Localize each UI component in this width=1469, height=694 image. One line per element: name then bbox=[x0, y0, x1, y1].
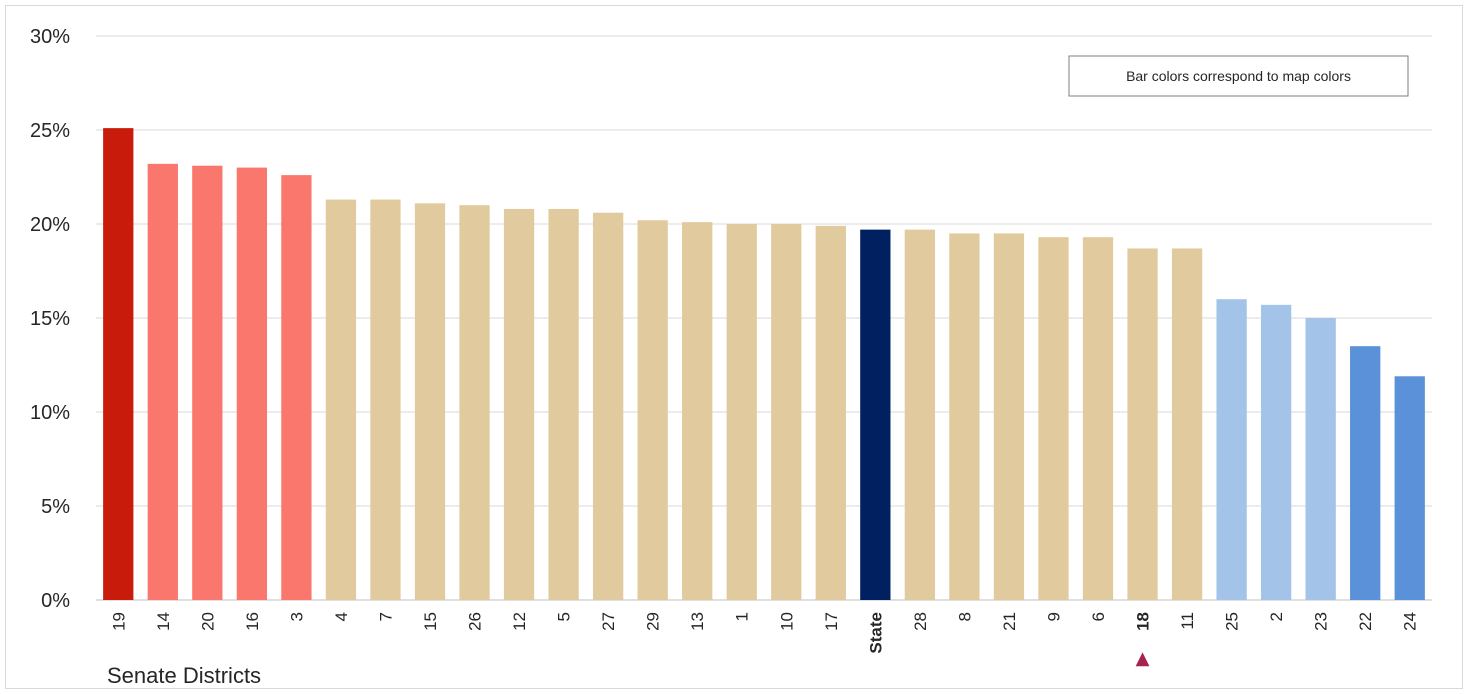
x-tick-label: 22 bbox=[1356, 612, 1375, 631]
bar-17 bbox=[815, 225, 846, 600]
x-tick-label: 28 bbox=[911, 612, 930, 631]
bar-2 bbox=[1260, 304, 1292, 600]
x-axis: 19 14 20 16 3 4 7 15 26 12 5 27 29 13 1 10 17 State 28 8 21 9… bbox=[109, 612, 1419, 669]
y-tick-label: 30% bbox=[30, 26, 70, 48]
x-tick-label: State bbox=[866, 612, 885, 654]
x-tick-label: 11 bbox=[1178, 612, 1197, 630]
x-tick-label: 16 bbox=[243, 612, 262, 631]
x-tick-label: 9 bbox=[1044, 612, 1063, 621]
bar-5 bbox=[548, 208, 579, 600]
bar-28 bbox=[904, 229, 936, 600]
bar-4 bbox=[325, 199, 357, 600]
bar-9 bbox=[1038, 237, 1069, 600]
gridlines bbox=[96, 35, 1432, 601]
x-tick-label: 24 bbox=[1401, 612, 1420, 631]
bar-24 bbox=[1394, 376, 1425, 600]
y-tick-label: 10% bbox=[30, 402, 70, 424]
bar-8 bbox=[949, 233, 980, 600]
x-tick-label: 26 bbox=[466, 612, 485, 631]
y-axis: 0% 5% 10% 15% 20% 25% 30% bbox=[30, 26, 70, 612]
bars bbox=[103, 128, 1425, 601]
y-tick-label: 20% bbox=[30, 214, 70, 236]
x-tick-label: 4 bbox=[332, 612, 351, 621]
x-tick-label: 5 bbox=[555, 612, 574, 621]
bar-21 bbox=[993, 233, 1025, 600]
y-tick-label: 15% bbox=[30, 308, 70, 330]
x-tick-label: 8 bbox=[955, 612, 974, 621]
bar-10 bbox=[771, 224, 802, 600]
y-tick-label: 25% bbox=[30, 120, 70, 142]
x-tick-label: 13 bbox=[688, 612, 707, 631]
bar-26 bbox=[459, 205, 490, 600]
bar-22 bbox=[1350, 346, 1381, 600]
x-tick-label: 1 bbox=[733, 612, 752, 621]
bar-25 bbox=[1216, 299, 1247, 600]
bar-19 bbox=[103, 128, 134, 600]
x-tick-label: 27 bbox=[599, 612, 618, 631]
legend-note-box: Bar colors correspond to map colors bbox=[1068, 55, 1409, 97]
bar-1 bbox=[726, 224, 757, 600]
x-tick-label: 18 bbox=[1134, 612, 1153, 631]
bar-11 bbox=[1171, 248, 1203, 600]
y-tick-label: 0% bbox=[41, 590, 70, 612]
x-tick-label: 23 bbox=[1312, 612, 1331, 631]
highlight-marker: ▲ bbox=[1136, 648, 1150, 669]
x-tick-label: 19 bbox=[109, 612, 128, 631]
bar-12 bbox=[503, 208, 535, 600]
x-tick-label: 21 bbox=[1000, 612, 1019, 631]
x-tick-label: 14 bbox=[154, 612, 173, 631]
x-tick-label: 10 bbox=[777, 612, 796, 631]
x-tick-label: 7 bbox=[376, 612, 395, 621]
x-tick-label: 2 bbox=[1267, 612, 1286, 621]
bar-18 bbox=[1127, 248, 1158, 600]
y-tick-label: 5% bbox=[41, 496, 70, 518]
chart-frame bbox=[5, 5, 1463, 689]
bar-13 bbox=[682, 222, 713, 600]
x-tick-label: 20 bbox=[198, 612, 217, 631]
bar-16 bbox=[236, 167, 268, 600]
x-tick-label: 15 bbox=[421, 612, 440, 631]
x-tick-label: 29 bbox=[644, 612, 663, 631]
bar-15 bbox=[414, 203, 446, 600]
x-tick-label: 3 bbox=[287, 612, 306, 621]
legend-note: Bar colors correspond to map colors bbox=[1126, 68, 1351, 84]
x-tick-label: 12 bbox=[510, 612, 529, 631]
bar-27 bbox=[592, 212, 624, 600]
bar-23 bbox=[1305, 318, 1336, 600]
bar-state bbox=[860, 229, 891, 600]
bar-14 bbox=[147, 163, 178, 600]
x-tick-label: 17 bbox=[822, 612, 841, 631]
bar-20 bbox=[192, 165, 223, 600]
bar-6 bbox=[1082, 237, 1114, 600]
x-tick-label: 25 bbox=[1223, 612, 1242, 631]
x-axis-label: Senate Districts bbox=[107, 663, 261, 688]
x-tick-label: 6 bbox=[1089, 612, 1108, 621]
bar-29 bbox=[637, 220, 668, 601]
bar-7 bbox=[370, 199, 401, 600]
bar-3 bbox=[281, 175, 312, 600]
